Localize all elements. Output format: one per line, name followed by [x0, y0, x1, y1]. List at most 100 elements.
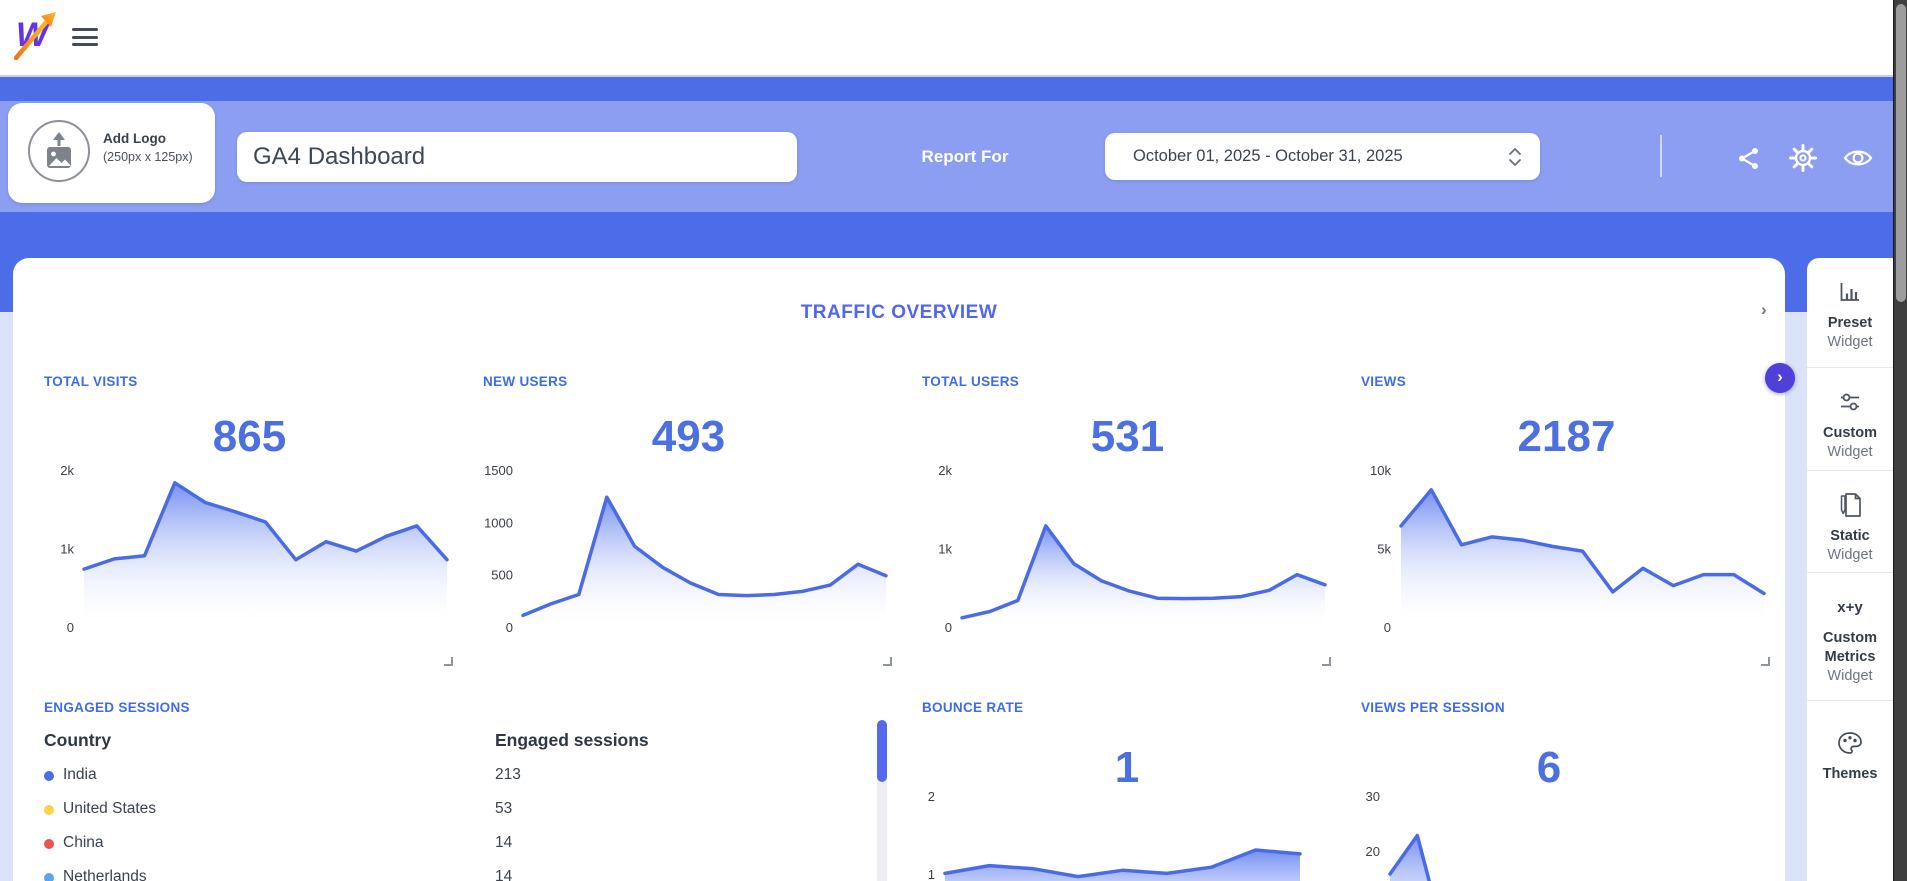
date-range-value: October 01, 2025 - October 31, 2025 — [1133, 147, 1403, 165]
resize-handle-icon[interactable] — [1322, 657, 1331, 666]
header-divider — [1660, 135, 1662, 177]
sidebar-item-preset-widget[interactable]: Preset Widget — [1807, 258, 1893, 368]
table-row-country: India — [63, 766, 97, 783]
header-band-top — [0, 77, 1907, 101]
svg-text:5k: 5k — [1377, 542, 1391, 557]
dashboard-canvas: TRAFFIC OVERVIEW › TOTAL VISITS 865 0 1k 2… — [13, 258, 1785, 881]
svg-text:0: 0 — [506, 620, 513, 635]
eye-icon — [1843, 150, 1873, 166]
share-button[interactable] — [1731, 141, 1765, 175]
sidebar-item-custom-metrics-widget[interactable]: x+y Custom Metrics Widget — [1807, 573, 1893, 701]
table-row-value: 213 — [495, 766, 521, 783]
resize-handle-icon[interactable] — [883, 657, 892, 666]
sidebar-item-label: Widget — [1827, 334, 1873, 350]
sidebar-item-label: Static — [1830, 528, 1870, 544]
chevron-up-down-icon — [1509, 148, 1521, 166]
section-title: TRAFFIC OVERVIEW — [800, 302, 998, 323]
area-chart-total-users: 0 1k 2k — [912, 461, 1340, 648]
svg-text:500: 500 — [491, 568, 513, 583]
area-chart-new-users: 0 500 1000 1500 — [473, 461, 901, 648]
table-row-value: 53 — [495, 800, 513, 817]
metric-card-total-users[interactable]: TOTAL USERS 531 0 1k 2k — [908, 366, 1347, 676]
sidebar-item-static-widget[interactable]: Static Widget — [1807, 471, 1893, 573]
palette-icon — [1807, 729, 1893, 757]
image-upload-icon — [28, 120, 90, 182]
sidebar-expand-button[interactable]: › — [1765, 363, 1795, 393]
report-for-label: Report For — [921, 147, 1009, 166]
brand-arrow-icon — [14, 12, 56, 60]
svg-text:2k: 2k — [60, 463, 74, 478]
svg-text:1000: 1000 — [484, 515, 513, 530]
window-scrollbar-track[interactable] — [1893, 0, 1907, 881]
add-logo-label: Add Logo — [103, 131, 166, 146]
bounce-rate-value: 1 — [1114, 743, 1140, 792]
settings-button[interactable] — [1786, 141, 1820, 175]
sidebar-item-label: Custom — [1823, 425, 1877, 441]
svg-text:2k: 2k — [938, 463, 952, 478]
gear-icon — [1789, 144, 1817, 172]
svg-text:30: 30 — [1366, 789, 1380, 804]
area-chart-views: 0 5k 10k — [1351, 461, 1779, 648]
views-per-session-value: 6 — [1536, 743, 1562, 792]
svg-text:1500: 1500 — [484, 463, 513, 478]
sidebar-item-label: Widget — [1827, 668, 1873, 684]
window-scrollbar-thumb[interactable] — [1896, 4, 1906, 302]
sidebar-item-label: Widget — [1827, 547, 1873, 563]
sidebar-item-label: Metrics — [1824, 649, 1876, 665]
sidebar-item-label: Themes — [1822, 766, 1878, 782]
metric-value: 2187 — [1517, 412, 1616, 461]
table-row-country: China — [63, 834, 104, 851]
brand-logo-letter: W — [16, 16, 48, 54]
metric-title: VIEWS — [1361, 374, 1407, 389]
sidebar-item-label: Widget — [1827, 444, 1873, 460]
sidebar-item-label: Preset — [1827, 315, 1873, 331]
metric-title: NEW USERS — [483, 374, 568, 389]
table-scrollbar-thumb[interactable] — [877, 720, 887, 782]
x-plus-y-icon: x+y — [1837, 598, 1863, 616]
top-app-bar: W — [0, 0, 1907, 77]
legend-dot — [44, 839, 54, 849]
brand-logo[interactable]: W — [14, 8, 62, 60]
metric-value: 531 — [1090, 412, 1165, 461]
metric-value: 865 — [212, 412, 287, 461]
resize-handle-icon[interactable] — [444, 657, 453, 666]
sliders-icon — [1807, 388, 1893, 416]
sidebar-item-custom-widget[interactable]: Custom Widget — [1807, 368, 1893, 471]
metric-card-views[interactable]: VIEWS 2187 0 5k 10k — [1347, 366, 1786, 676]
bounce-rate-title: BOUNCE RATE — [922, 700, 1024, 715]
metric-card-total-visits[interactable]: TOTAL VISITS 865 0 1k 2k — [30, 366, 469, 676]
table-scrollbar-track[interactable] — [877, 720, 887, 881]
table-row-value: 14 — [495, 868, 513, 881]
table-row-country: United States — [63, 800, 157, 817]
preview-button[interactable] — [1841, 141, 1875, 175]
add-logo-button[interactable]: Add Logo (250px x 125px) — [8, 103, 215, 203]
dashboard-title-input[interactable] — [237, 132, 797, 182]
table-row-country: Netherlands — [63, 868, 147, 881]
share-icon — [1738, 147, 1758, 169]
svg-text:2: 2 — [928, 789, 935, 804]
column-header-engaged-sessions: Engaged sessions — [495, 730, 649, 750]
svg-text:1k: 1k — [938, 542, 952, 557]
menu-hamburger-icon[interactable] — [72, 28, 98, 48]
section-collapse-chevron-icon[interactable]: › — [1761, 300, 1767, 319]
add-logo-size-hint: (250px x 125px) — [103, 150, 193, 164]
metric-title: TOTAL USERS — [922, 374, 1020, 389]
bar-chart-icon — [1807, 278, 1893, 306]
svg-text:1: 1 — [928, 867, 935, 881]
legend-dot — [44, 873, 54, 881]
legend-dot — [44, 771, 54, 781]
svg-text:0: 0 — [945, 620, 952, 635]
table-row-value: 14 — [495, 834, 513, 851]
date-range-select[interactable]: October 01, 2025 - October 31, 2025 — [1105, 133, 1540, 180]
widget-sidebar: Preset Widget Custom Widget Static Widge… — [1807, 258, 1893, 881]
area-chart-total-visits: 0 1k 2k — [34, 461, 462, 648]
svg-text:0: 0 — [67, 620, 74, 635]
column-header-country: Country — [44, 730, 112, 750]
sidebar-item-label: Custom — [1823, 630, 1877, 646]
svg-text:1k: 1k — [60, 542, 74, 557]
resize-handle-icon[interactable] — [1761, 657, 1770, 666]
metric-card-new-users[interactable]: NEW USERS 493 0 500 1000 1500 — [469, 366, 908, 676]
engaged-sessions-title: ENGAGED SESSIONS — [44, 700, 190, 715]
sidebar-item-themes[interactable]: Themes — [1807, 701, 1893, 881]
